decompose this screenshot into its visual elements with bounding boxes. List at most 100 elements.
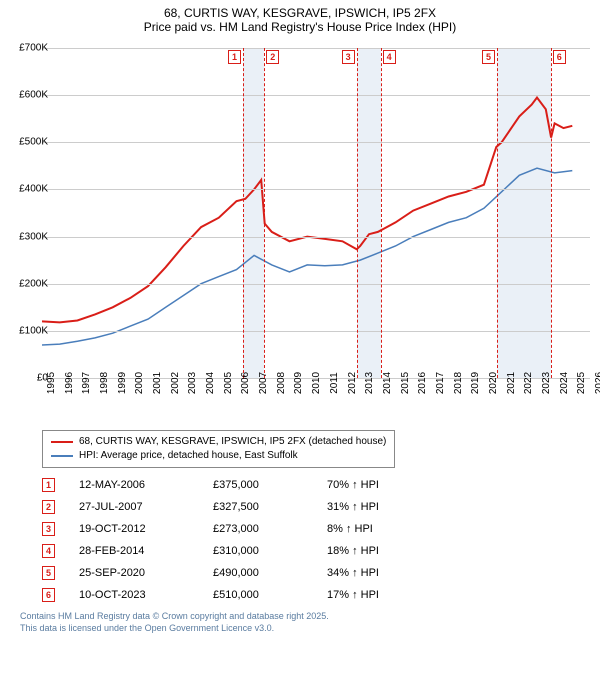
x-axis-label: 2008 [276, 372, 287, 394]
marker-box: 3 [342, 50, 355, 64]
x-axis-label: 2013 [364, 372, 375, 394]
gridline [42, 142, 590, 143]
marker-box: 2 [266, 50, 279, 64]
x-axis-label: 2007 [258, 372, 269, 394]
row-pct: 31% ↑ HPI [327, 501, 437, 513]
x-axis-label: 2003 [187, 372, 198, 394]
gridline [42, 95, 590, 96]
row-price: £327,500 [213, 501, 303, 513]
legend-item: HPI: Average price, detached house, East… [51, 449, 386, 463]
legend: 68, CURTIS WAY, KESGRAVE, IPSWICH, IP5 2… [42, 430, 395, 468]
marker-dash [264, 48, 265, 378]
x-axis-label: 1996 [64, 372, 75, 394]
x-axis-label: 2018 [453, 372, 464, 394]
table-row: 112-MAY-2006£375,00070% ↑ HPI [42, 474, 580, 496]
x-axis-label: 2009 [293, 372, 304, 394]
x-axis-label: 2019 [470, 372, 481, 394]
gridline [42, 48, 590, 49]
row-price: £510,000 [213, 589, 303, 601]
x-axis-label: 2022 [523, 372, 534, 394]
legend-swatch [51, 455, 73, 457]
gridline [42, 284, 590, 285]
row-date: 27-JUL-2007 [79, 501, 189, 513]
table-row: 4 28-FEB-2014 £310,000 18% ↑ HPI [42, 540, 580, 562]
marker-box: 6 [553, 50, 566, 64]
x-axis-label: 2023 [541, 372, 552, 394]
table-row: 610-OCT-2023£510,00017% ↑ HPI [42, 584, 580, 606]
row-pct: 17% ↑ HPI [327, 589, 437, 601]
marker-dash [551, 48, 552, 378]
footer-line1: Contains HM Land Registry data © Crown c… [20, 610, 580, 622]
marker-box: 5 [482, 50, 495, 64]
table-row: 227-JUL-2007£327,50031% ↑ HPI [42, 496, 580, 518]
row-marker: 4 [42, 544, 55, 558]
row-marker: 5 [42, 566, 55, 580]
x-axis-label: 2006 [240, 372, 251, 394]
x-axis-label: 2025 [576, 372, 587, 394]
row-date: 28-FEB-2014 [79, 545, 189, 557]
line-series-svg [42, 48, 590, 378]
x-axis-label: 2005 [223, 372, 234, 394]
series-line [42, 168, 572, 345]
x-axis-label: 2017 [435, 372, 446, 394]
x-axis-label: 2012 [347, 372, 358, 394]
table-row: 5 25-SEP-2020 £490,000 34% ↑ HPI [42, 562, 580, 584]
row-pct: 8% ↑ HPI [327, 523, 437, 535]
footer-attribution: Contains HM Land Registry data © Crown c… [20, 610, 580, 634]
x-axis-label: 2021 [506, 372, 517, 394]
y-axis-label: £200K [19, 278, 48, 289]
row-marker: 1 [42, 478, 55, 492]
footer-line2: This data is licensed under the Open Gov… [20, 622, 580, 634]
row-price: £273,000 [213, 523, 303, 535]
marker-dash [381, 48, 382, 378]
title-block: 68, CURTIS WAY, KESGRAVE, IPSWICH, IP5 2… [0, 0, 600, 38]
row-price: £310,000 [213, 545, 303, 557]
row-marker: 3 [42, 522, 55, 536]
y-axis-label: £500K [19, 137, 48, 148]
x-axis-label: 2016 [417, 372, 428, 394]
marker-box: 1 [228, 50, 241, 64]
gridline [42, 189, 590, 190]
row-price: £375,000 [213, 479, 303, 491]
row-pct: 34% ↑ HPI [327, 567, 437, 579]
chart-container: 68, CURTIS WAY, KESGRAVE, IPSWICH, IP5 2… [0, 0, 600, 680]
chart-area: £0£100K£200K£300K£400K£500K£600K£700K199… [0, 38, 600, 428]
row-date: 12-MAY-2006 [79, 479, 189, 491]
marker-box: 4 [383, 50, 396, 64]
row-pct: 18% ↑ HPI [327, 545, 437, 557]
series-line [42, 98, 572, 323]
x-axis-label: 1998 [99, 372, 110, 394]
x-axis-label: 2001 [152, 372, 163, 394]
x-axis-label: 2024 [559, 372, 570, 394]
plot-area [42, 48, 590, 378]
gridline [42, 331, 590, 332]
x-axis-label: 2014 [382, 372, 393, 394]
legend-swatch [51, 441, 73, 443]
x-axis-label: 1999 [117, 372, 128, 394]
legend-item: 68, CURTIS WAY, KESGRAVE, IPSWICH, IP5 2… [51, 435, 386, 449]
x-axis-label: 2002 [170, 372, 181, 394]
x-axis-label: 2011 [329, 372, 340, 394]
row-marker: 6 [42, 588, 55, 602]
y-axis-label: £100K [19, 325, 48, 336]
marker-dash [357, 48, 358, 378]
legend-label: HPI: Average price, detached house, East… [79, 449, 298, 463]
legend-label: 68, CURTIS WAY, KESGRAVE, IPSWICH, IP5 2… [79, 435, 386, 449]
x-axis-label: 2004 [205, 372, 216, 394]
y-axis-label: £700K [19, 43, 48, 54]
x-axis-label: 1997 [81, 372, 92, 394]
x-axis-label: 1995 [46, 372, 57, 394]
title-line1: 68, CURTIS WAY, KESGRAVE, IPSWICH, IP5 2… [10, 6, 590, 20]
x-axis-label: 2020 [488, 372, 499, 394]
row-date: 25-SEP-2020 [79, 567, 189, 579]
x-axis-label: 2015 [400, 372, 411, 394]
sales-table: 112-MAY-2006£375,00070% ↑ HPI227-JUL-200… [42, 474, 580, 606]
y-axis-label: £300K [19, 231, 48, 242]
title-line2: Price paid vs. HM Land Registry's House … [10, 20, 590, 34]
x-axis-label: 2026 [594, 372, 600, 394]
marker-dash [243, 48, 244, 378]
x-axis-label: 2010 [311, 372, 322, 394]
marker-dash [497, 48, 498, 378]
row-price: £490,000 [213, 567, 303, 579]
y-axis-label: £400K [19, 184, 48, 195]
